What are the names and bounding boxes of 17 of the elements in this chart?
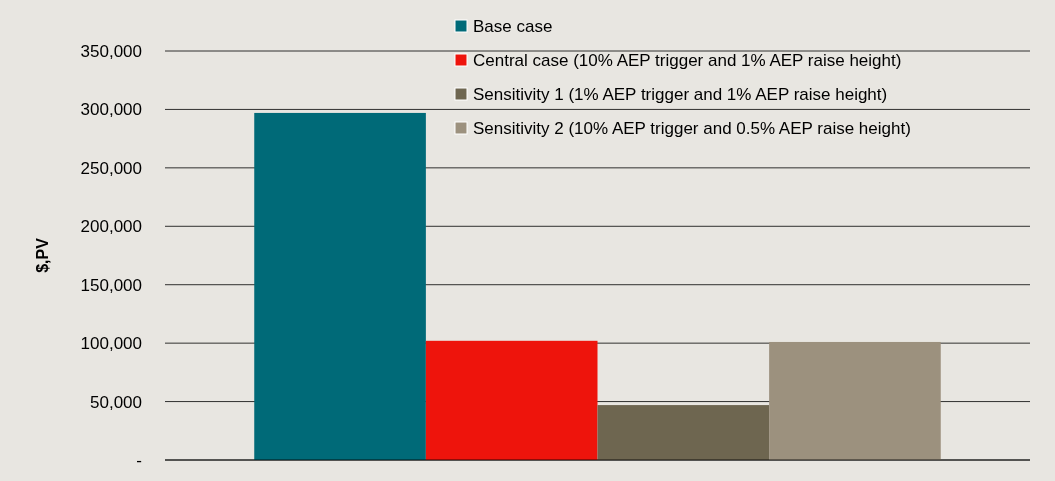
y-tick-label: 200,000 xyxy=(80,217,142,237)
y-tick-label: 100,000 xyxy=(80,334,142,354)
bar xyxy=(597,405,770,460)
y-tick-label: 350,000 xyxy=(80,41,142,61)
bar xyxy=(769,341,941,460)
y-tick-label: - xyxy=(136,450,142,470)
y-tick-label: 50,000 xyxy=(90,392,142,412)
y-axis-title: $,PV xyxy=(34,237,51,273)
legend-label: Central case (10% AEP trigger and 1% AEP raise height) xyxy=(473,50,902,70)
legend-label: Sensitivity 1 (1% AEP trigger and 1% AEP raise height) xyxy=(473,84,888,104)
legend-label: Base case xyxy=(473,16,553,36)
bar xyxy=(425,340,598,460)
legend-label: Sensitivity 2 (10% AEP trigger and 0.5% AEP raise height) xyxy=(473,118,911,138)
y-tick-label: 150,000 xyxy=(80,275,142,295)
y-tick-label: 250,000 xyxy=(80,158,142,178)
y-tick-label: 300,000 xyxy=(80,100,142,120)
bar xyxy=(254,112,426,460)
